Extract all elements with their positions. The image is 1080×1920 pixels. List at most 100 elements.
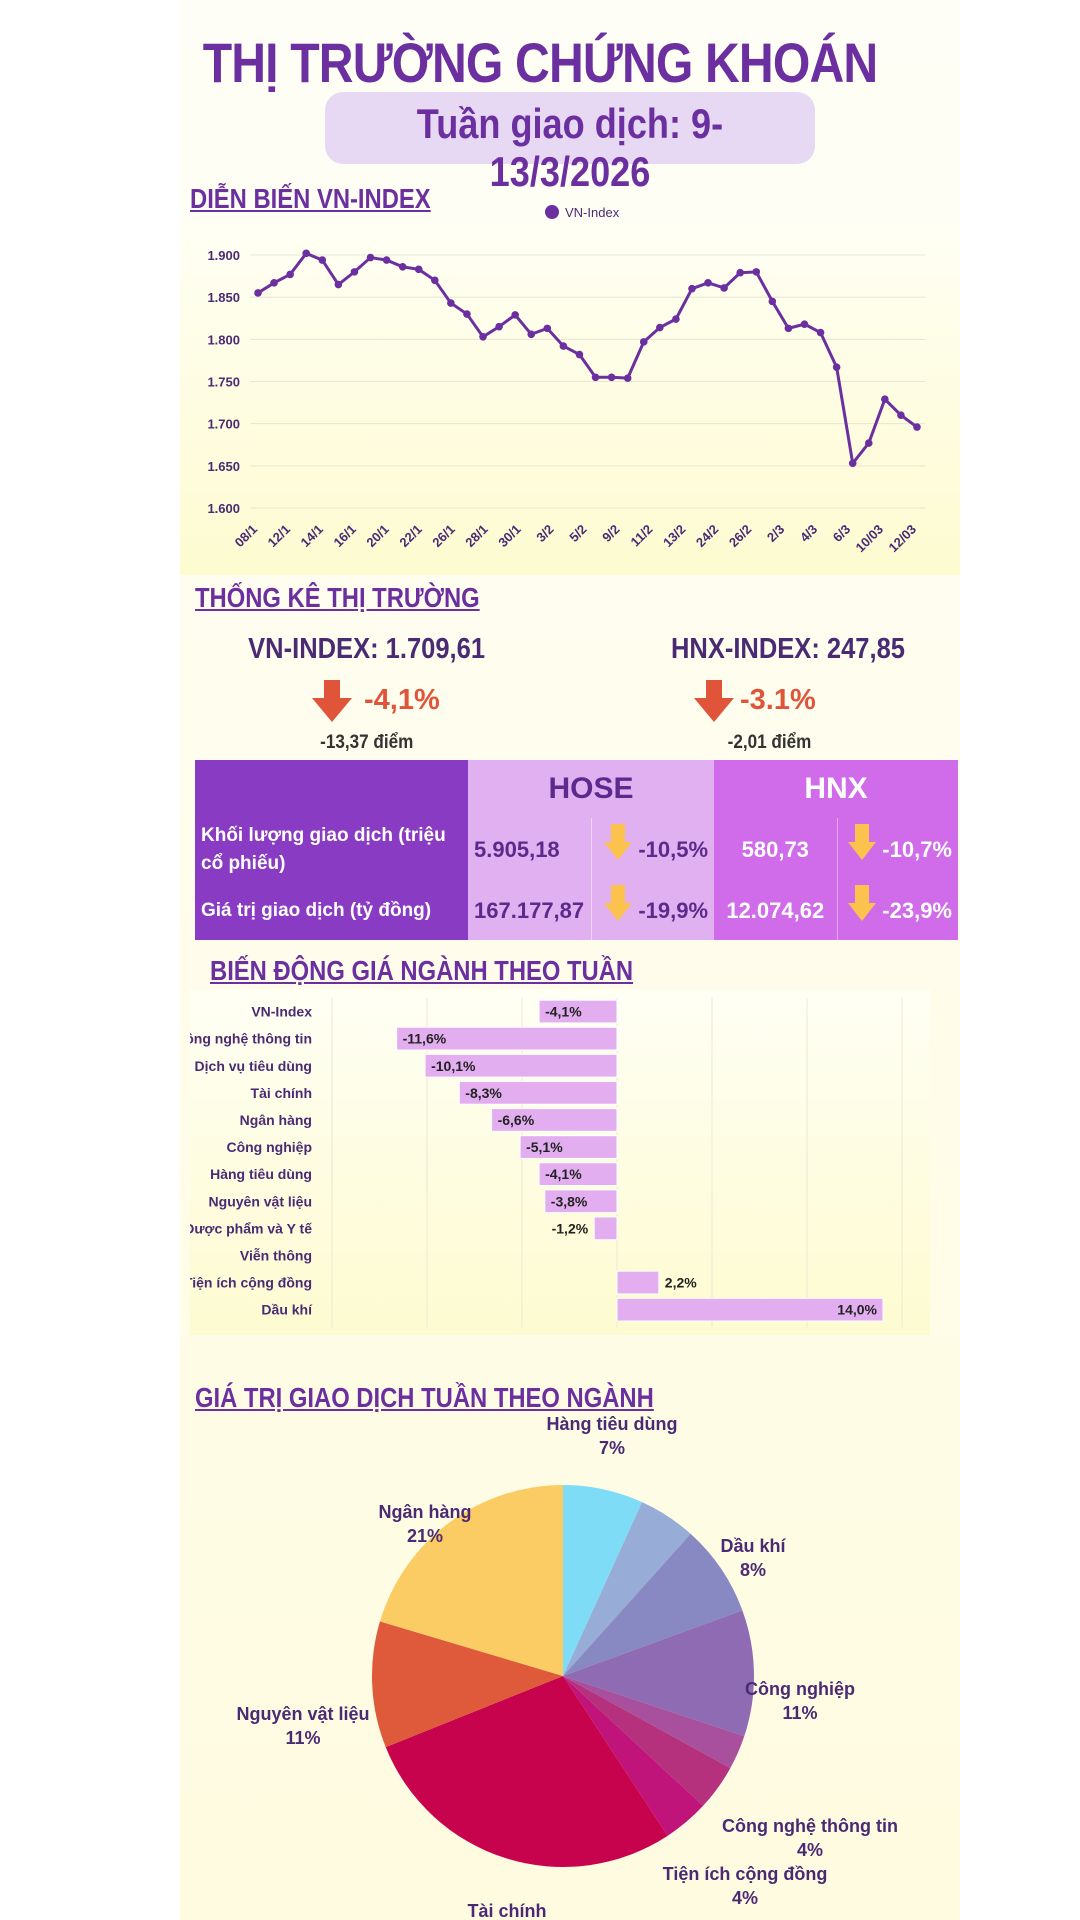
x-tick-label: 5% (702, 1332, 723, 1335)
down-arrow-icon (848, 824, 877, 861)
sector-value-pie-chart: Hàng tiêu dùng 7% Dầu khí 8% Công nghiệp 11% C… (236, 1414, 897, 1920)
data-point (527, 330, 536, 339)
data-point (334, 280, 343, 289)
bar (593, 1216, 618, 1241)
x-tick-label: 22/1 (396, 522, 425, 551)
slice-name-label: Dầu khí (720, 1536, 786, 1556)
y-tick-label: 1.850 (207, 290, 240, 305)
data-point (254, 289, 262, 297)
data-point (607, 373, 616, 382)
y-tick-label: 1.750 (207, 375, 240, 390)
slice-percent-label: 11% (285, 1728, 320, 1748)
data-point (302, 249, 311, 258)
bar (519, 1135, 618, 1159)
x-tick-label: 2/3 (764, 522, 787, 545)
pie-slice (563, 1610, 755, 1737)
slice-percent-label: 4% (732, 1888, 758, 1908)
hose-volume-change-text: -10,5% (638, 837, 709, 862)
data-point (270, 279, 278, 287)
hnxindex-percent-change: -3.1% (740, 684, 816, 716)
slice-name-label: Hàng tiêu dùng (547, 1414, 678, 1434)
category-label: Hàng tiêu dùng (210, 1166, 312, 1182)
line-chart-panel (180, 225, 960, 575)
data-point (784, 324, 793, 333)
x-tick-label: 20/1 (363, 522, 392, 551)
data-label: -8,3% (465, 1085, 502, 1101)
slice-percent-label: 8% (740, 1560, 766, 1580)
data-label: -4,1% (545, 1004, 582, 1020)
data-point (768, 297, 777, 306)
hnx-volume: 580,73 (714, 818, 838, 882)
data-point (623, 374, 632, 382)
data-point (720, 284, 728, 292)
x-tick-label: 15% (888, 1332, 917, 1335)
x-tick-label: -15% (316, 1332, 349, 1335)
pie-slice (563, 1676, 731, 1806)
x-tick-label: -5% (510, 1332, 535, 1335)
category-label: Tài chính (251, 1085, 312, 1101)
hnxindex-down-arrow-icon (694, 680, 734, 722)
data-point (559, 342, 568, 350)
data-point (736, 268, 744, 277)
data-point (591, 373, 600, 382)
section-title-vnindex-trend: DIỄN BIẾN VN-INDEX (190, 183, 431, 214)
x-tick-label: 08/1 (232, 522, 261, 551)
series-line-vnindex (257, 251, 918, 467)
data-point (463, 310, 471, 318)
y-tick-label: 1.900 (207, 248, 240, 263)
data-point (816, 328, 825, 337)
slice-name-label: Ngân hàng (379, 1502, 472, 1522)
hose-volume: 5.905,18 (468, 818, 592, 882)
pie-slice (385, 1676, 668, 1867)
bar (491, 1108, 618, 1132)
legend-label: VN-Index (565, 205, 620, 220)
hnx-value: 12.074,62 (714, 882, 838, 940)
down-arrow-icon (604, 885, 633, 922)
bar (616, 1270, 660, 1295)
data-point (704, 279, 712, 287)
x-tick-label: 0% (607, 1332, 628, 1335)
market-stats-table: HOSE HNX Khối lượng giao dịch (triệu cổ … (195, 760, 958, 940)
bar (396, 1026, 618, 1051)
data-point (752, 268, 761, 276)
pie-slice (563, 1676, 704, 1836)
category-label: Dịch vụ tiêu dùng (195, 1058, 312, 1074)
data-point (366, 253, 375, 262)
data-label: 2,2% (665, 1275, 697, 1291)
pie-slice (563, 1676, 745, 1769)
data-point (800, 320, 809, 328)
bar (538, 999, 618, 1024)
stats-row-label: Khối lượng giao dịch (triệu cổ phiếu) (195, 818, 469, 882)
data-point (864, 439, 873, 447)
data-point (688, 284, 696, 293)
x-tick-label: 6/3 (830, 522, 853, 545)
data-label: -10,1% (431, 1058, 476, 1074)
sector-change-bar-chart: -15% -10% -5% 0% 5% 10% 15% VN-Index -4,1% Công n… (190, 998, 917, 1335)
slice-name-label: Công nghiệp (745, 1679, 855, 1699)
x-tick-label: 11/2 (628, 522, 656, 550)
stats-header-row: HOSE HNX (195, 760, 958, 818)
slice-percent-label: 4% (797, 1840, 823, 1860)
section-title-sector-value: GIÁ TRỊ GIAO DỊCH TUẦN THEO NGÀNH (195, 1382, 654, 1413)
data-point (479, 333, 487, 341)
hnx-value-change-text: -23,9% (882, 898, 952, 923)
bar (616, 1297, 884, 1322)
data-label: 14,0% (837, 1302, 877, 1318)
data-label: -11,6% (403, 1031, 447, 1047)
y-tick-label: 1.600 (207, 501, 240, 516)
slice-name-label: Tài chính (467, 1901, 546, 1920)
x-tick-label: 16/1 (330, 522, 359, 551)
data-point (575, 350, 584, 359)
category-label: Tiện ích cộng đồng (190, 1275, 312, 1291)
section-title-market-stats: THỐNG KÊ THỊ TRƯỜNG (195, 582, 480, 613)
hnxindex-value: HNX-INDEX: 247,85 (670, 633, 905, 665)
data-point (639, 338, 648, 346)
x-tick-label: 28/1 (462, 522, 491, 551)
stats-header-hnx: HNX (714, 760, 958, 818)
data-point (656, 323, 664, 332)
x-tick-label: 10/03 (853, 522, 887, 556)
x-tick-label: 13/2 (660, 522, 689, 551)
slice-name-label: Tiện ích cộng đồng (663, 1864, 828, 1884)
slice-percent-label: 7% (599, 1438, 625, 1458)
pie-slice (563, 1485, 643, 1676)
